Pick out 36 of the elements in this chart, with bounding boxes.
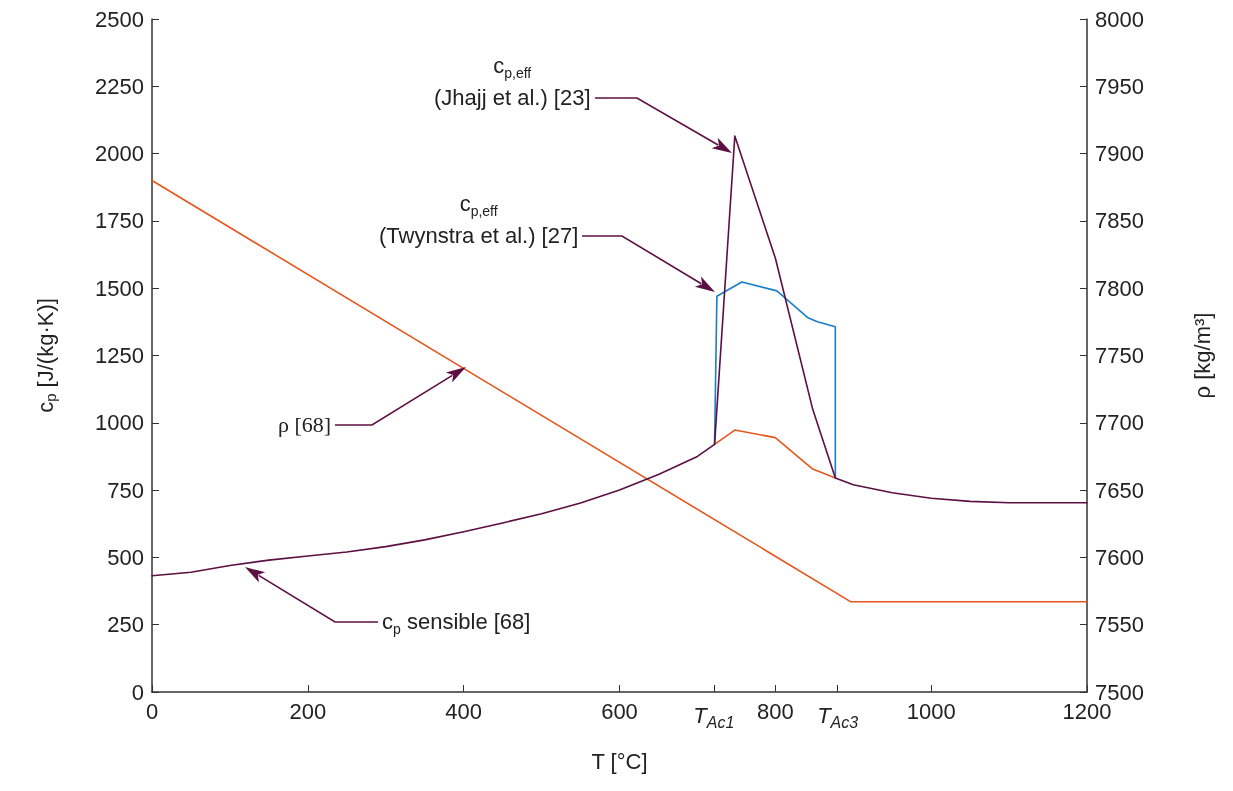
y2-tick-label: 7950 [1095,73,1144,99]
y-tick-label: 500 [107,544,144,570]
annotation: c$_{p,eff}$ (Twynstra et al.) [27] [379,190,579,250]
y2-axis-title: ρ [kg/m³] [1189,312,1215,399]
y-tick-label: 2000 [95,141,144,167]
y-tick-label: 250 [107,612,144,638]
y-tick-label: 1750 [95,208,144,234]
x-tick-label: 400 [445,698,483,724]
y-tick-label: 2500 [95,6,144,32]
y2-tick-label: 7800 [1095,275,1144,301]
x-tick-label: 1000 [906,698,956,724]
annotation: c$_{p}$ sensible [68] [382,608,531,638]
annotation: c$_{p,eff}$ (Jhajj et al.) [23] [434,52,591,112]
y2-tick-label: 7500 [1095,679,1144,705]
x-tick-label: 200 [289,698,327,724]
y2-tick-label: 7700 [1095,410,1144,436]
y2-tick-label: 8000 [1095,6,1144,32]
y-tick-label: 0 [131,679,144,705]
y-tick-label: 1000 [95,410,144,436]
y2-tick-label: 7550 [1095,612,1144,638]
y-tick-label: 750 [107,477,144,503]
line-series [713,281,837,479]
y-tick-label: 2250 [95,73,144,99]
y2-tick-label: 7600 [1095,544,1144,570]
y-tick-label: 1500 [95,275,144,301]
y2-tick-label: 7850 [1095,208,1144,234]
x-axis-title: T [°C] [591,748,648,774]
y2-tick-label: 7900 [1095,141,1144,167]
y2-tick-label: 7750 [1095,343,1144,368]
x-tick-label: 600 [601,698,638,724]
y2-tick-label: 7650 [1095,477,1144,503]
y-tick-label: 1250 [95,343,144,368]
annotation: ρ [68] [278,411,332,439]
line-series [713,429,837,479]
x-tick-label: 800 [756,698,794,724]
y-axis-title: cp [J/(kg·K)] [33,298,59,413]
